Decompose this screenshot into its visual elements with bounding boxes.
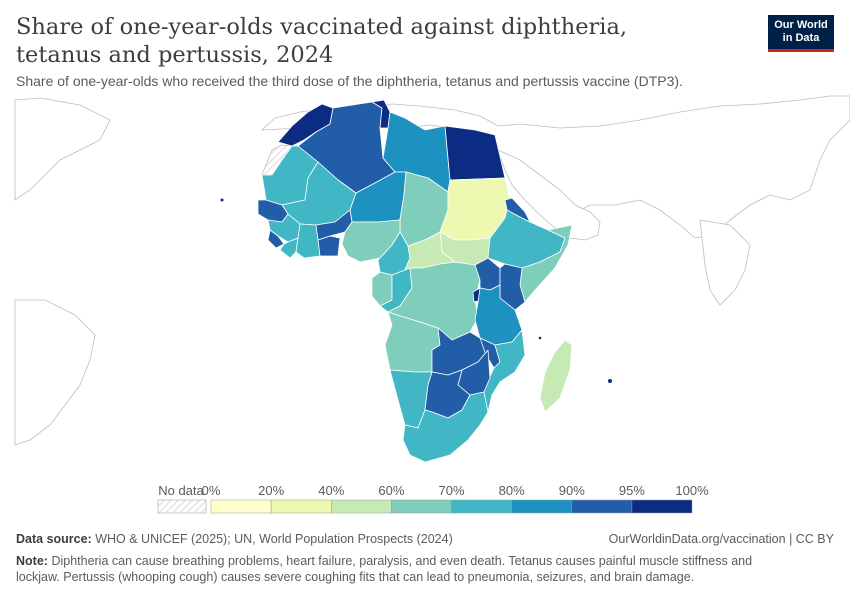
legend: No data 0% 20% 40% 60% 70% 80% 90% 95% 100% [0,480,850,516]
legend-bin-1[interactable] [270,499,332,514]
country-mozambique [477,329,526,419]
legend-tick-label: 60% [378,483,405,498]
legend-bin-3[interactable] [391,499,452,514]
chart-title: Share of one-year-olds vaccinated agains… [16,14,628,68]
island-cabo-verde [220,198,224,202]
source-label: Data source: [16,532,92,546]
island-mauritius [608,379,612,383]
legend-tick-label: 95% [618,483,645,498]
country-madagascar [539,339,573,413]
africa-choropleth-map [14,95,850,463]
legend-bin-4[interactable] [451,499,512,514]
small-islands [220,198,612,383]
logo-line-2: in Data [782,32,820,44]
legend-tick-label: 80% [498,483,525,498]
country-egypt [444,125,506,181]
legend-bin-5[interactable] [511,499,572,514]
chart-subtitle: Share of one-year-olds who received the … [16,73,683,89]
country-gabon [371,271,393,307]
legend-bin-0[interactable] [210,499,272,514]
south-america-outline [14,299,96,446]
legend-no-data-label: No data [158,483,204,498]
footnote: Note: Diphtheria can cause breathing pro… [16,553,796,585]
legend-bin-6[interactable] [571,499,633,514]
arabia-outline [497,149,601,241]
source-url[interactable]: OurWorldinData.org/vaccination | CC BY [608,532,834,546]
legend-tick-label: 20% [258,483,285,498]
logo-line-1: Our World [774,19,828,31]
owid-logo[interactable]: Our World in Data [768,15,834,52]
legend-tick-label: 40% [318,483,345,498]
country-south-africa [402,391,489,463]
legend-no-data-swatch [157,499,207,514]
africa-countries [257,99,573,463]
country-sierra-leone [267,229,285,249]
island-comoros [538,336,542,340]
india-outline [699,219,751,306]
background-land [14,95,850,446]
legend-bin-7[interactable] [631,499,693,514]
legend-tick-label: 90% [558,483,585,498]
note-label: Note: [16,554,48,568]
note-text: Diphtheria can cause breathing problems,… [16,554,753,584]
data-source: Data source: WHO & UNICEF (2025); UN, Wo… [16,532,453,546]
legend-tick-label: 100% [675,483,709,498]
source-text[interactable]: WHO & UNICEF (2025); UN, World Populatio… [95,532,453,546]
americas-outline [14,97,111,201]
legend-tick-label: 0% [201,483,221,498]
legend-tick-label: 70% [438,483,465,498]
legend-scale [157,499,693,514]
country-ghana [317,235,341,257]
legend-bin-2[interactable] [331,499,392,514]
